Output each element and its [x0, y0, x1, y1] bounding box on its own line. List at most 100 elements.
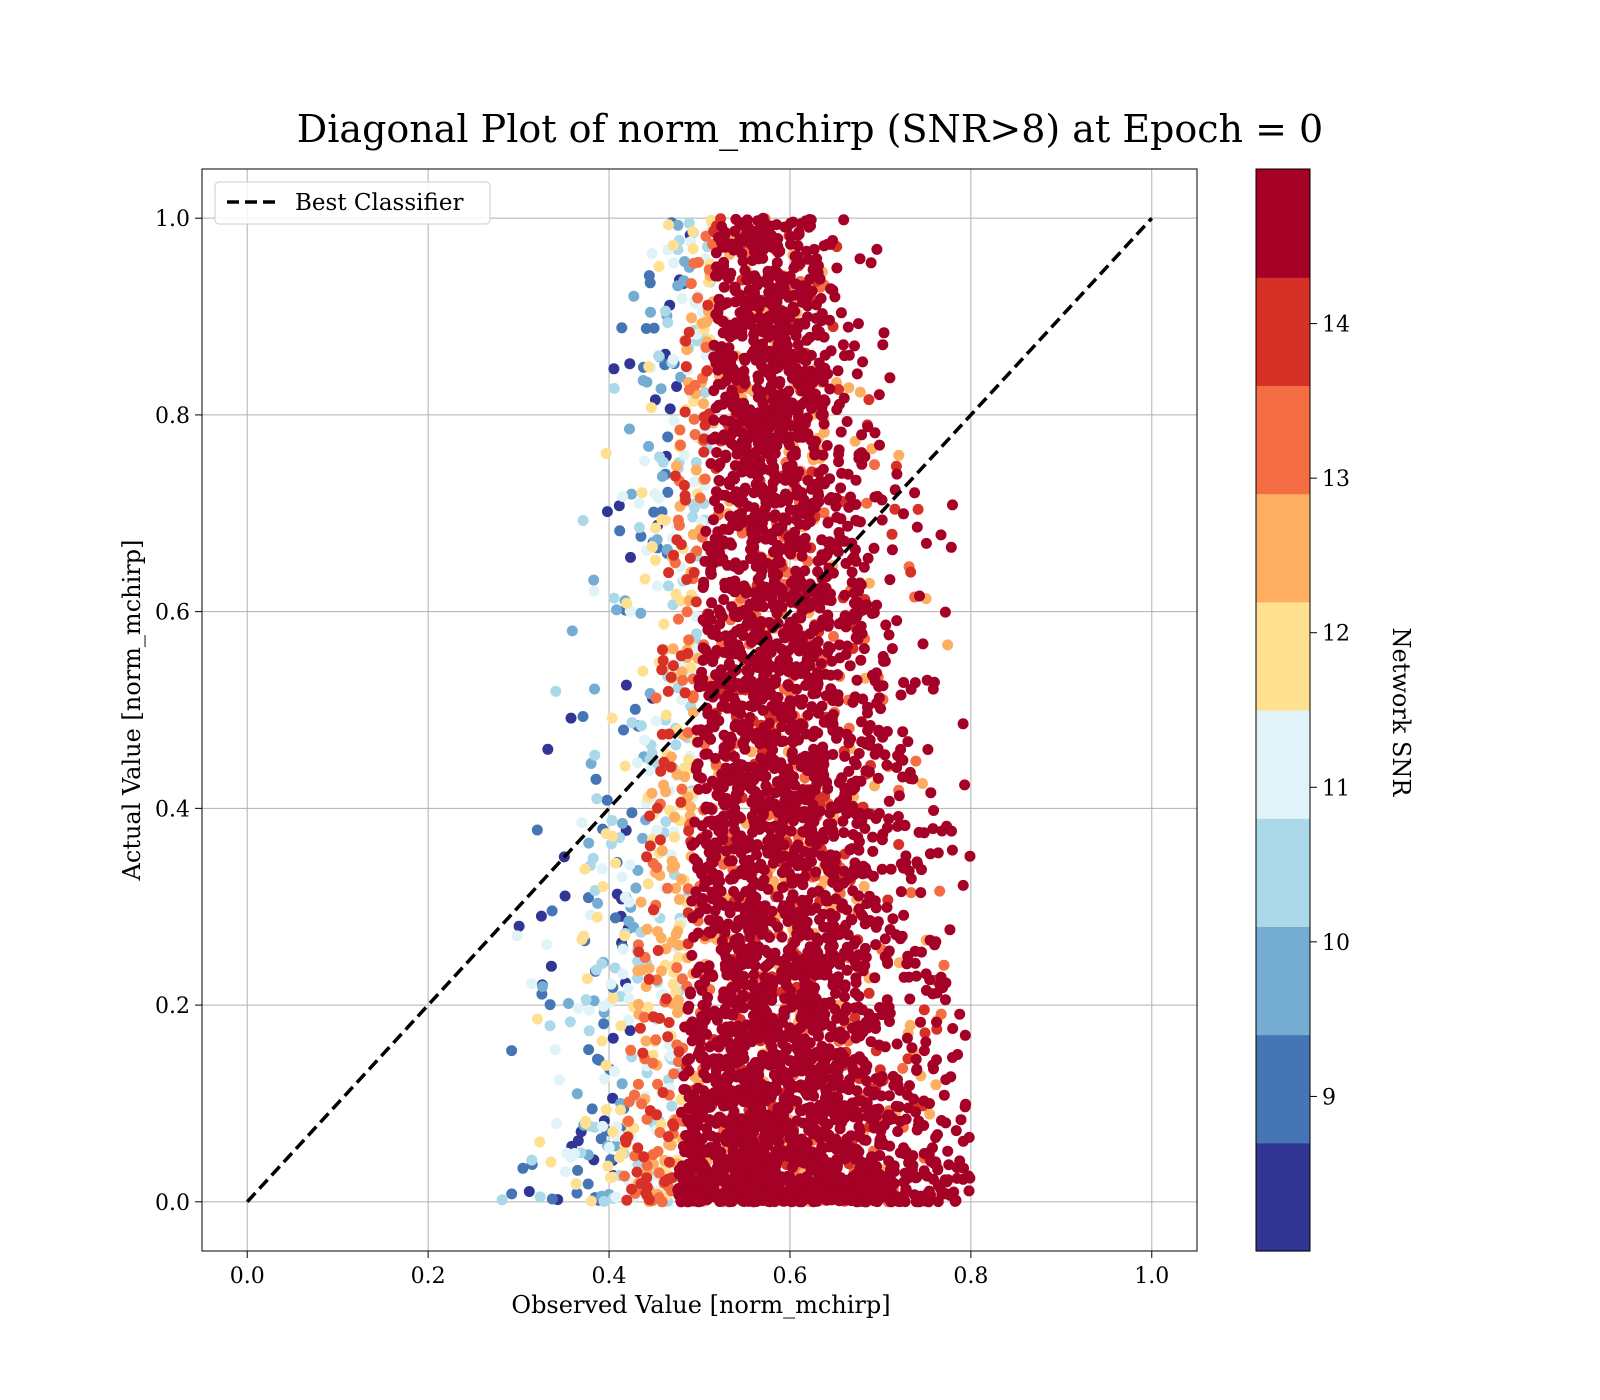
scatter-point: [869, 427, 881, 439]
scatter-point: [934, 885, 946, 897]
scatter-point: [619, 892, 631, 903]
scatter-point: [827, 940, 839, 952]
scatter-point: [686, 312, 697, 324]
scatter-point: [869, 895, 881, 907]
scatter-point: [911, 1063, 923, 1075]
scatter-point: [849, 544, 861, 556]
scatter-point: [580, 994, 592, 1006]
scatter-point: [834, 1123, 846, 1135]
scatter-point: [662, 486, 674, 498]
scatter-point: [905, 887, 917, 899]
scatter-point: [641, 1172, 653, 1184]
scatter-point: [537, 981, 548, 992]
scatter-point: [618, 724, 629, 736]
scatter-point: [719, 990, 731, 1001]
scatter-point: [654, 834, 666, 846]
scatter-point: [903, 971, 915, 983]
scatter-point: [792, 339, 804, 351]
scatter-point: [809, 449, 821, 461]
scatter-point: [586, 1103, 598, 1115]
scatter-point: [718, 1100, 729, 1112]
scatter-point: [799, 979, 811, 991]
scatter-point: [702, 299, 714, 311]
scatter-point: [940, 977, 952, 989]
scatter-point: [762, 319, 774, 331]
scatter-point: [544, 1020, 556, 1032]
scatter-point: [608, 382, 620, 394]
scatter-point: [855, 579, 867, 591]
scatter-point: [685, 278, 697, 290]
scatter-point: [676, 293, 688, 304]
scatter-point: [765, 646, 777, 658]
scatter-point: [596, 863, 608, 875]
scatter-point: [655, 765, 667, 777]
scatter-point: [940, 1074, 952, 1086]
scatter-point: [632, 1078, 644, 1090]
scatter-point: [726, 601, 738, 613]
scatter-point: [759, 991, 771, 1003]
scatter-point: [892, 1126, 904, 1137]
scatter-point: [759, 961, 771, 973]
scatter-point: [739, 839, 751, 851]
scatter-point: [588, 585, 600, 597]
scatter-point: [771, 219, 783, 231]
scatter-point: [589, 683, 600, 695]
scatter-point: [621, 1194, 633, 1206]
scatter-point: [701, 365, 713, 377]
scatter-point: [748, 690, 759, 702]
scatter-point: [656, 664, 668, 676]
scatter-point: [714, 609, 726, 620]
scatter-point: [874, 1138, 886, 1150]
scatter-point: [856, 716, 867, 728]
scatter-point: [735, 723, 747, 735]
scatter-point: [905, 683, 917, 695]
scatter-point: [747, 826, 759, 838]
scatter-point: [812, 555, 824, 567]
scatter-point: [641, 376, 653, 388]
scatter-point: [678, 449, 690, 461]
scatter-point: [642, 878, 654, 890]
scatter-point: [825, 492, 837, 503]
scatter-point: [822, 998, 834, 1009]
scatter-point: [734, 307, 746, 319]
scatter-point: [738, 580, 750, 592]
scatter-point: [733, 891, 745, 903]
scatter-point: [621, 597, 633, 609]
scatter-point: [656, 845, 668, 857]
scatter-point: [797, 380, 809, 392]
scatter-point: [889, 503, 901, 515]
scatter-point: [873, 1168, 885, 1180]
scatter-point: [816, 1052, 828, 1064]
scatter-point: [673, 893, 685, 905]
scatter-point: [672, 613, 684, 625]
scatter-point: [778, 900, 790, 912]
scatter-point: [619, 1133, 631, 1145]
scatter-point: [942, 639, 954, 651]
scatter-point: [534, 1136, 546, 1148]
scatter-point: [873, 726, 885, 738]
scatter-point: [950, 1125, 962, 1137]
scatter-point: [851, 368, 863, 380]
scatter-point: [917, 638, 929, 650]
scatter-point: [824, 383, 836, 395]
scatter-point: [699, 387, 711, 398]
scatter-point: [869, 1104, 881, 1116]
scatter-point: [588, 574, 600, 586]
scatter-point: [610, 1191, 622, 1203]
scatter-point: [628, 290, 640, 302]
scatter-point: [668, 1120, 680, 1132]
scatter-point: [801, 334, 813, 346]
scatter-point: [822, 368, 834, 380]
scatter-point: [729, 1155, 741, 1167]
scatter-point: [771, 776, 783, 788]
scatter-point: [789, 969, 801, 981]
scatter-point: [925, 787, 937, 799]
scatter-point: [701, 861, 713, 873]
scatter-point: [827, 979, 839, 991]
scatter-point: [834, 652, 846, 664]
scatter-point: [897, 726, 909, 738]
scatter-point: [755, 1005, 767, 1017]
scatter-point: [957, 879, 969, 891]
scatter-point: [920, 968, 932, 980]
scatter-point: [684, 1053, 695, 1065]
